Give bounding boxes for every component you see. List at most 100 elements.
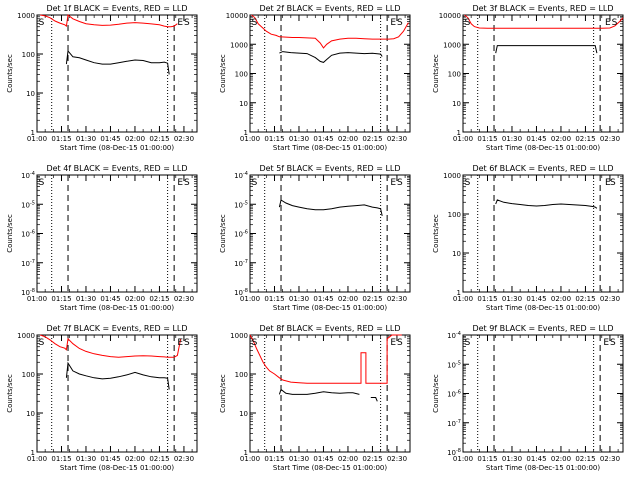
x-axis-label: Start Time (08-Dec-15 01:00:00) — [486, 304, 600, 312]
marker-label: E — [177, 338, 183, 348]
chart-title: Det 2f BLACK = Events, RED = LLD — [259, 4, 400, 13]
x-tick-label: 01:00 — [240, 295, 260, 303]
y-tick-label: 1 — [457, 289, 461, 297]
y-tick-label: 100 — [22, 51, 35, 59]
marker-label: S — [39, 18, 45, 28]
marker-label: E — [603, 338, 609, 348]
x-tick-label: 01:15 — [264, 135, 284, 143]
x-tick-label: 01:30 — [76, 455, 96, 463]
x-tick-label: 01:45 — [313, 455, 333, 463]
chart-title: Det 9f BLACK = Events, RED = LLD — [472, 324, 613, 333]
series-line — [279, 51, 383, 63]
y-tick-label: 100 — [22, 371, 35, 379]
y-axis-label: Counts/sec — [432, 214, 440, 253]
x-tick-label: 02:00 — [338, 295, 358, 303]
y-tick-label: 1000 — [17, 12, 35, 20]
series-line — [65, 49, 170, 75]
x-tick-label: 01:15 — [51, 135, 71, 143]
series-line — [495, 45, 598, 54]
x-tick-label: 02:00 — [125, 295, 145, 303]
y-tick-label: 10-7 — [21, 259, 35, 268]
chart-panel: Det 8f BLACK = Events, RED = LLD 1 10 100 10… — [219, 324, 411, 472]
y-tick-label: 10-8 — [234, 288, 248, 297]
marker-label: S — [184, 178, 190, 188]
x-tick-label: 01:45 — [526, 135, 546, 143]
y-axis-label: Counts/sec — [6, 214, 14, 253]
y-axis-label: Counts/sec — [432, 54, 440, 93]
y-tick-label: 10-7 — [447, 419, 461, 428]
y-tick-label: 10 — [26, 90, 35, 98]
x-tick-label: 01:15 — [264, 455, 284, 463]
x-tick-label: 02:30 — [600, 455, 620, 463]
x-tick-label: 02:15 — [362, 295, 382, 303]
series-line — [278, 388, 378, 402]
plot-frame — [249, 174, 411, 293]
y-tick-label: 10-7 — [234, 259, 248, 268]
x-tick-label: 02:00 — [338, 135, 358, 143]
x-tick-label: 01:15 — [264, 295, 284, 303]
y-tick-label: 10-6 — [234, 230, 248, 239]
x-axis-label: Start Time (08-Dec-15 01:00:00) — [273, 464, 387, 472]
x-tick-label: 01:30 — [289, 455, 309, 463]
series-line — [65, 361, 170, 390]
x-axis-label: Start Time (08-Dec-15 01:00:00) — [60, 144, 174, 152]
series-line — [278, 199, 383, 217]
x-tick-label: 01:15 — [477, 135, 497, 143]
plot-frame — [249, 334, 411, 453]
marker-label: S — [252, 338, 258, 348]
series-line — [40, 14, 178, 28]
x-tick-label: 02:00 — [551, 455, 571, 463]
y-tick-label: 10-5 — [234, 200, 248, 209]
marker-label: E — [177, 18, 183, 28]
marker-label: S — [184, 338, 190, 348]
y-axis-label: Counts/sec — [219, 214, 227, 253]
x-tick-label: 02:00 — [338, 455, 358, 463]
y-tick-label: 10-8 — [447, 448, 461, 457]
marker-label: S — [39, 338, 45, 348]
marker-label: E — [390, 18, 396, 28]
marker-label: E — [605, 18, 611, 28]
series-line — [495, 199, 598, 209]
x-tick-label: 02:30 — [174, 135, 194, 143]
x-tick-label: 02:00 — [125, 135, 145, 143]
x-tick-label: 01:45 — [526, 295, 546, 303]
y-tick-label: 10-6 — [21, 230, 35, 239]
x-tick-label: 01:00 — [27, 455, 47, 463]
marker-label: S — [610, 338, 616, 348]
x-tick-label: 01:30 — [76, 135, 96, 143]
x-tick-label: 01:00 — [240, 455, 260, 463]
x-tick-label: 02:00 — [551, 295, 571, 303]
x-tick-label: 02:15 — [362, 135, 382, 143]
x-tick-label: 01:00 — [453, 135, 473, 143]
x-tick-label: 01:00 — [453, 455, 473, 463]
plot-frame — [36, 14, 198, 133]
chart-title: Det 6f BLACK = Events, RED = LLD — [472, 164, 613, 173]
x-tick-label: 01:15 — [51, 295, 71, 303]
y-tick-label: 10 — [239, 410, 248, 418]
y-axis-label: Counts/sec — [432, 374, 440, 413]
x-axis-label: Start Time (08-Dec-15 01:00:00) — [273, 144, 387, 152]
y-tick-label: 1 — [31, 129, 35, 137]
x-tick-label: 01:00 — [27, 295, 47, 303]
x-tick-label: 02:00 — [125, 455, 145, 463]
y-tick-label: 10-5 — [447, 360, 461, 369]
y-tick-label: 1000 — [230, 332, 248, 340]
series-line — [251, 14, 409, 49]
y-axis-label: Counts/sec — [6, 54, 14, 93]
x-tick-label: 02:15 — [149, 455, 169, 463]
x-tick-label: 02:15 — [149, 135, 169, 143]
x-tick-label: 01:45 — [100, 135, 120, 143]
y-axis-label: Counts/sec — [6, 374, 14, 413]
chart-panel: Det 1f BLACK = Events, RED = LLD 1 10 100 10… — [6, 4, 198, 152]
marker-label: E — [605, 178, 611, 188]
y-tick-label: 10 — [26, 410, 35, 418]
y-tick-label: 1 — [244, 129, 248, 137]
marker-label: S — [252, 178, 258, 188]
chart-title: Det 4f BLACK = Events, RED = LLD — [46, 164, 187, 173]
x-tick-label: 02:15 — [575, 455, 595, 463]
marker-label: E — [390, 178, 396, 188]
marker-label: S — [610, 178, 616, 188]
y-axis-label: Counts/sec — [219, 374, 227, 413]
chart-panel: Det 5f BLACK = Events, RED = LLD 10-8 10-7… — [219, 164, 411, 312]
x-tick-label: 01:45 — [313, 135, 333, 143]
